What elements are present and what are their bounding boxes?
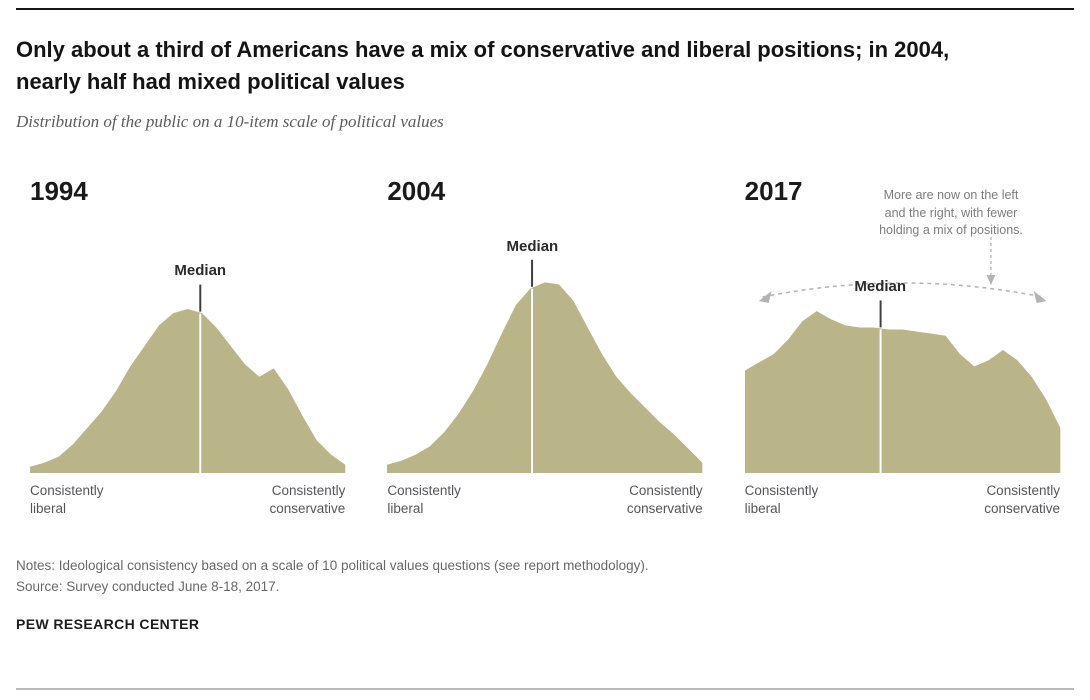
brand-label: PEW RESEARCH CENTER — [16, 616, 200, 633]
year-label-1994: 1994 — [30, 175, 88, 206]
bottom-divider — [16, 688, 1074, 690]
annotation-line: holding a mix of positions. — [879, 223, 1023, 238]
axis-label-conservative: Consistently conservative — [626, 482, 703, 516]
axis-label-liberal: Consistently liberal — [30, 482, 104, 516]
plot-2017: More are now on the left and the right, … — [744, 188, 1060, 473]
chart-column-2004: 2004 Median Consistently liberal Consist… — [387, 175, 703, 518]
axis-label-conservative: Consistently conservative — [269, 482, 346, 516]
page-title: Only about a third of Americans have a m… — [16, 37, 950, 94]
charts-row: 1994 Median Consistently liberal Consist… — [16, 176, 1074, 518]
plot-2004: Median — [387, 223, 703, 473]
annotation-line: and the right, with fewer — [884, 205, 1018, 220]
annotation-line: More are now on the left — [883, 187, 1019, 202]
annotation-text: More are now on the left and the right, … — [832, 187, 1070, 240]
chart-column-1994: 1994 Median Consistently liberal Consist… — [30, 175, 346, 518]
axis-labels-1994: Consistently liberal Consistently conser… — [30, 482, 345, 518]
chart-column-2017: 2017 More are now on the left and the ri… — [744, 175, 1060, 518]
year-label-2004: 2004 — [387, 175, 446, 206]
notes-block: Notes: Ideological consistency based on … — [16, 556, 1074, 598]
top-divider — [16, 8, 1074, 10]
source-text: Source: Survey conducted June 8-18, 2017… — [16, 579, 280, 595]
axis-label-liberal: Consistently liberal — [387, 482, 461, 516]
axis-label-conservative: Consistently conservative — [984, 482, 1060, 516]
distribution-area-2004 — [387, 259, 703, 473]
axis-labels-2004: Consistently liberal Consistently conser… — [387, 482, 702, 518]
distribution-area-1994 — [30, 284, 346, 473]
median-label-2017: Median — [854, 278, 907, 296]
notes-text: Notes: Ideological consistency based on … — [16, 558, 649, 574]
median-label-1994: Median — [174, 262, 227, 280]
plot-1994: Median — [30, 223, 346, 473]
axis-labels-2017: Consistently liberal Consistently conser… — [745, 482, 1060, 518]
trend-arrow — [762, 282, 1043, 298]
year-label-2017: 2017 — [744, 175, 803, 206]
median-label-2004: Median — [506, 237, 559, 255]
distribution-area-2017 — [744, 236, 1060, 473]
axis-label-liberal: Consistently liberal — [744, 482, 819, 516]
page-subtitle: Distribution of the public on a 10-item … — [16, 111, 444, 131]
